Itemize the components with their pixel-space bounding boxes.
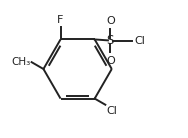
- Text: F: F: [57, 15, 64, 26]
- Text: S: S: [107, 34, 114, 47]
- Text: CH₃: CH₃: [11, 57, 30, 67]
- Text: Cl: Cl: [134, 36, 145, 46]
- Text: O: O: [106, 16, 115, 26]
- Text: Cl: Cl: [106, 106, 117, 116]
- Text: O: O: [106, 55, 115, 66]
